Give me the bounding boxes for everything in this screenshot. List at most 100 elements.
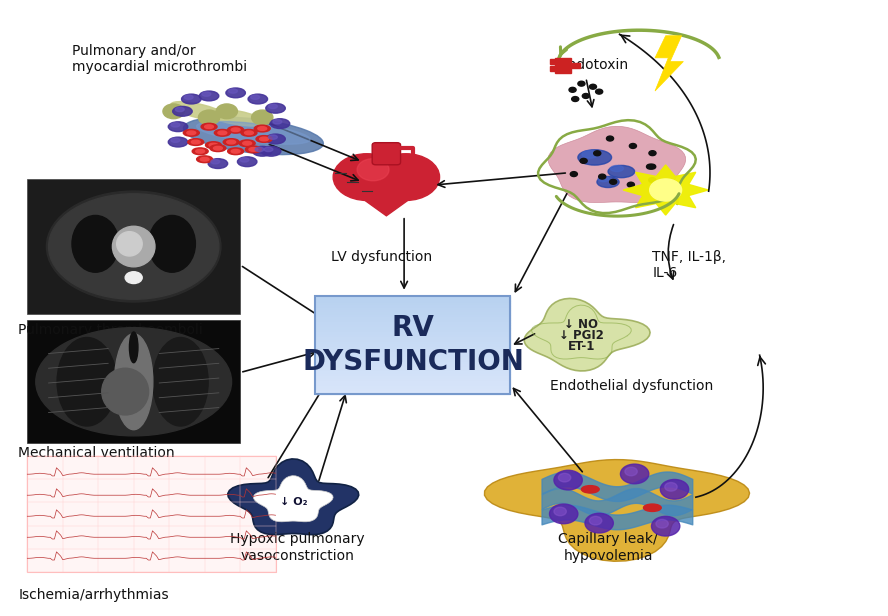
Ellipse shape: [582, 485, 599, 493]
Bar: [315, 372, 511, 375]
Circle shape: [578, 81, 585, 86]
Ellipse shape: [184, 117, 323, 155]
Ellipse shape: [608, 166, 635, 177]
Bar: [315, 382, 511, 384]
Ellipse shape: [148, 216, 195, 272]
Circle shape: [163, 104, 184, 119]
Ellipse shape: [196, 121, 310, 144]
Ellipse shape: [226, 140, 235, 144]
Bar: [315, 340, 511, 342]
Ellipse shape: [245, 146, 261, 153]
Circle shape: [554, 470, 583, 490]
Ellipse shape: [184, 95, 193, 99]
Ellipse shape: [268, 104, 277, 108]
Circle shape: [554, 507, 567, 516]
Circle shape: [251, 110, 273, 125]
Ellipse shape: [248, 94, 267, 104]
Ellipse shape: [191, 140, 200, 144]
Bar: [315, 347, 511, 350]
Ellipse shape: [598, 176, 609, 182]
Ellipse shape: [195, 150, 204, 153]
Ellipse shape: [231, 150, 240, 153]
Ellipse shape: [266, 134, 285, 144]
Text: ET-1: ET-1: [567, 340, 595, 353]
Bar: [315, 350, 511, 352]
Ellipse shape: [187, 139, 203, 145]
Ellipse shape: [227, 126, 243, 133]
Ellipse shape: [252, 147, 272, 156]
Bar: [315, 338, 511, 340]
Ellipse shape: [249, 148, 258, 152]
Text: endotoxin: endotoxin: [559, 59, 629, 72]
Circle shape: [665, 482, 678, 491]
Ellipse shape: [250, 95, 259, 99]
Bar: [28, 179, 240, 314]
Ellipse shape: [208, 159, 227, 169]
Ellipse shape: [264, 147, 273, 152]
Circle shape: [599, 174, 606, 179]
Text: Hypoxic pulmonary
vasoconstriction: Hypoxic pulmonary vasoconstriction: [230, 532, 365, 562]
Text: Pulmonary thromboemboli: Pulmonary thromboemboli: [19, 323, 203, 338]
Ellipse shape: [213, 147, 222, 150]
Ellipse shape: [205, 142, 221, 148]
Ellipse shape: [130, 332, 138, 363]
Bar: [315, 325, 511, 328]
Ellipse shape: [168, 137, 187, 147]
Ellipse shape: [202, 92, 210, 96]
Bar: [315, 389, 511, 392]
Text: Endothelial dysfunction: Endothelial dysfunction: [551, 379, 714, 392]
Circle shape: [646, 164, 653, 169]
Circle shape: [550, 504, 578, 524]
Circle shape: [198, 110, 219, 125]
Circle shape: [654, 164, 661, 169]
Circle shape: [590, 84, 597, 89]
Ellipse shape: [49, 194, 218, 299]
Ellipse shape: [223, 139, 239, 145]
Circle shape: [569, 87, 576, 92]
Circle shape: [596, 89, 603, 94]
Ellipse shape: [597, 176, 619, 187]
Ellipse shape: [113, 226, 155, 267]
Bar: [315, 328, 511, 330]
Text: Capillary leak/
hypovolemia: Capillary leak/ hypovolemia: [559, 532, 658, 562]
Polygon shape: [551, 67, 568, 71]
Ellipse shape: [186, 131, 195, 135]
Bar: [315, 313, 511, 315]
Bar: [315, 367, 511, 370]
Ellipse shape: [255, 147, 264, 152]
Polygon shape: [555, 58, 580, 73]
Ellipse shape: [170, 102, 229, 121]
Bar: [315, 333, 511, 335]
Circle shape: [625, 467, 638, 476]
Circle shape: [608, 143, 615, 148]
Circle shape: [656, 519, 669, 528]
Ellipse shape: [199, 91, 218, 101]
Text: RV: RV: [392, 314, 434, 342]
Ellipse shape: [36, 328, 232, 436]
Circle shape: [372, 154, 440, 200]
Ellipse shape: [175, 107, 184, 111]
Bar: [315, 345, 511, 347]
Polygon shape: [253, 476, 333, 522]
Ellipse shape: [116, 232, 142, 256]
Circle shape: [638, 155, 646, 160]
Text: Mechanical ventilation: Mechanical ventilation: [19, 446, 175, 460]
Bar: [315, 298, 511, 301]
Circle shape: [621, 464, 649, 484]
Text: LV dysfunction: LV dysfunction: [331, 249, 432, 264]
Ellipse shape: [259, 137, 268, 141]
Bar: [315, 384, 511, 387]
Bar: [315, 370, 511, 372]
Bar: [315, 379, 511, 382]
Ellipse shape: [192, 148, 208, 155]
Bar: [315, 342, 511, 345]
Ellipse shape: [205, 109, 266, 126]
Ellipse shape: [57, 338, 116, 426]
Ellipse shape: [102, 368, 148, 415]
Circle shape: [357, 159, 389, 180]
Ellipse shape: [209, 144, 218, 147]
Bar: [315, 352, 511, 355]
Ellipse shape: [578, 150, 612, 165]
Ellipse shape: [201, 123, 217, 130]
Bar: [315, 315, 511, 318]
